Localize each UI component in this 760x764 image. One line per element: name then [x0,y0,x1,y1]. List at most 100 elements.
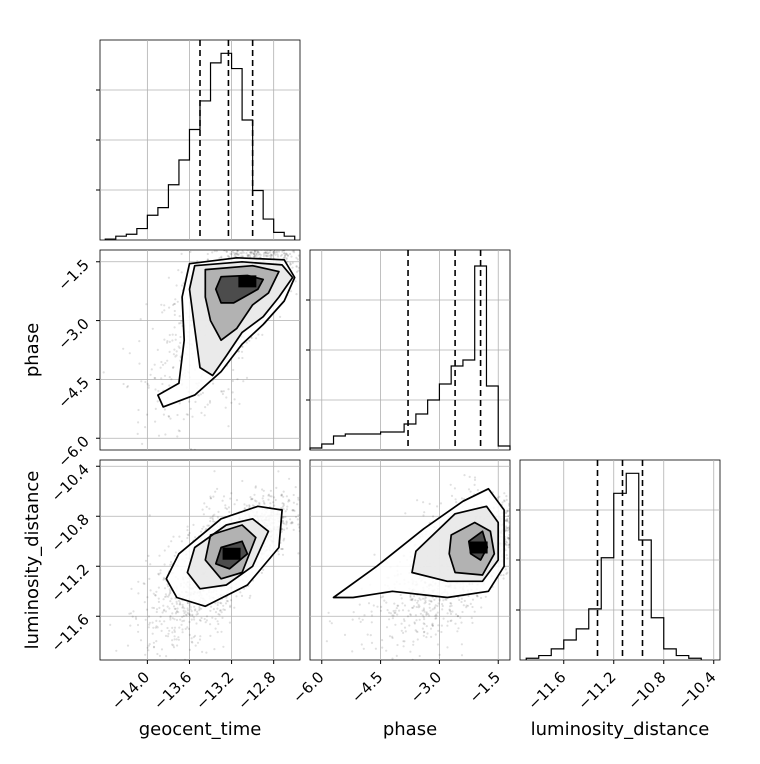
scatter-point [168,672,170,674]
scatter-point [171,627,173,629]
scatter-point [249,496,251,498]
scatter-point [261,572,263,574]
scatter-point [169,617,171,619]
scatter-point [441,603,443,605]
scatter-point [204,458,206,460]
scatter-point [396,644,398,646]
scatter-point [294,247,296,249]
scatter-point [143,582,145,584]
scatter-point [167,633,169,635]
scatter-point [485,596,487,598]
scatter-point [165,635,167,637]
scatter-point [194,401,196,403]
scatter-point [184,659,186,661]
scatter-point [291,521,293,523]
scatter-point [216,488,218,490]
luminosity-distance-tick-label: −10.8 [624,668,669,713]
scatter-point [385,650,387,652]
scatter-point [302,524,304,526]
scatter-point [174,635,176,637]
scatter-point [174,326,176,328]
scatter-point [158,601,160,603]
scatter-point [212,383,214,385]
scatter-point [217,602,219,604]
scatter-point [132,616,134,618]
scatter-point [113,673,115,675]
scatter-point [216,608,218,610]
scatter-point [191,619,193,621]
scatter-point [284,255,286,257]
scatter-point [412,659,414,661]
scatter-point [223,242,225,244]
scatter-point [278,251,280,253]
scatter-point [242,250,244,252]
scatter-point [181,271,183,273]
scatter-point [304,240,306,242]
scatter-point [188,621,190,623]
scatter-point [241,241,243,243]
scatter-point [503,577,505,579]
luminosity-distance-tick-label: −11.2 [574,668,619,713]
scatter-point [160,616,162,618]
scatter-point [416,602,418,604]
scatter-point [193,606,195,608]
scatter-point [301,530,303,532]
scatter-point [176,601,178,603]
scatter-point [303,249,305,251]
scatter-point [174,631,176,633]
scatter-point [201,651,203,653]
scatter-point [514,505,516,507]
scatter-point [238,357,240,359]
scatter-point [235,246,237,248]
scatter-point [146,596,148,598]
scatter-point [298,246,300,248]
scatter-point [273,496,275,498]
scatter-point [263,255,265,257]
scatter-point [229,253,231,255]
scatter-point [307,186,309,188]
scatter-point [233,249,235,251]
scatter-point [433,599,435,601]
scatter-point [371,611,373,613]
scatter-point [145,560,147,562]
scatter-point [158,587,160,589]
scatter-point [248,504,250,506]
scatter-point [164,549,166,551]
scatter-point [91,603,93,605]
scatter-point [268,247,270,249]
scatter-point [153,646,155,648]
scatter-point [189,649,191,651]
scatter-point [390,612,392,614]
scatter-point [317,219,319,221]
scatter-point [177,636,179,638]
scatter-point [273,253,275,255]
scatter-point [249,243,251,245]
scatter-point [511,548,513,550]
scatter-point [396,605,398,607]
scatter-point [359,604,361,606]
scatter-point [148,387,150,389]
scatter-point [202,392,204,394]
scatter-point [221,244,223,246]
scatter-point [435,633,437,635]
scatter-point [511,549,513,551]
scatter-point [306,491,308,493]
scatter-point [508,544,510,546]
scatter-point [148,615,150,617]
scatter-point [429,607,431,609]
scatter-point [517,523,519,525]
scatter-point [154,388,156,390]
scatter-point [255,485,257,487]
scatter-point [309,243,311,245]
scatter-point [309,242,311,244]
scatter-point [480,606,482,608]
scatter-point [167,596,169,598]
scatter-point [314,248,316,250]
scatter-point [137,581,139,583]
scatter-point [209,520,211,522]
scatter-point [295,257,297,259]
scatter-point [511,566,513,568]
scatter-point [242,240,244,242]
scatter-point [517,524,519,526]
scatter-point [164,433,166,435]
